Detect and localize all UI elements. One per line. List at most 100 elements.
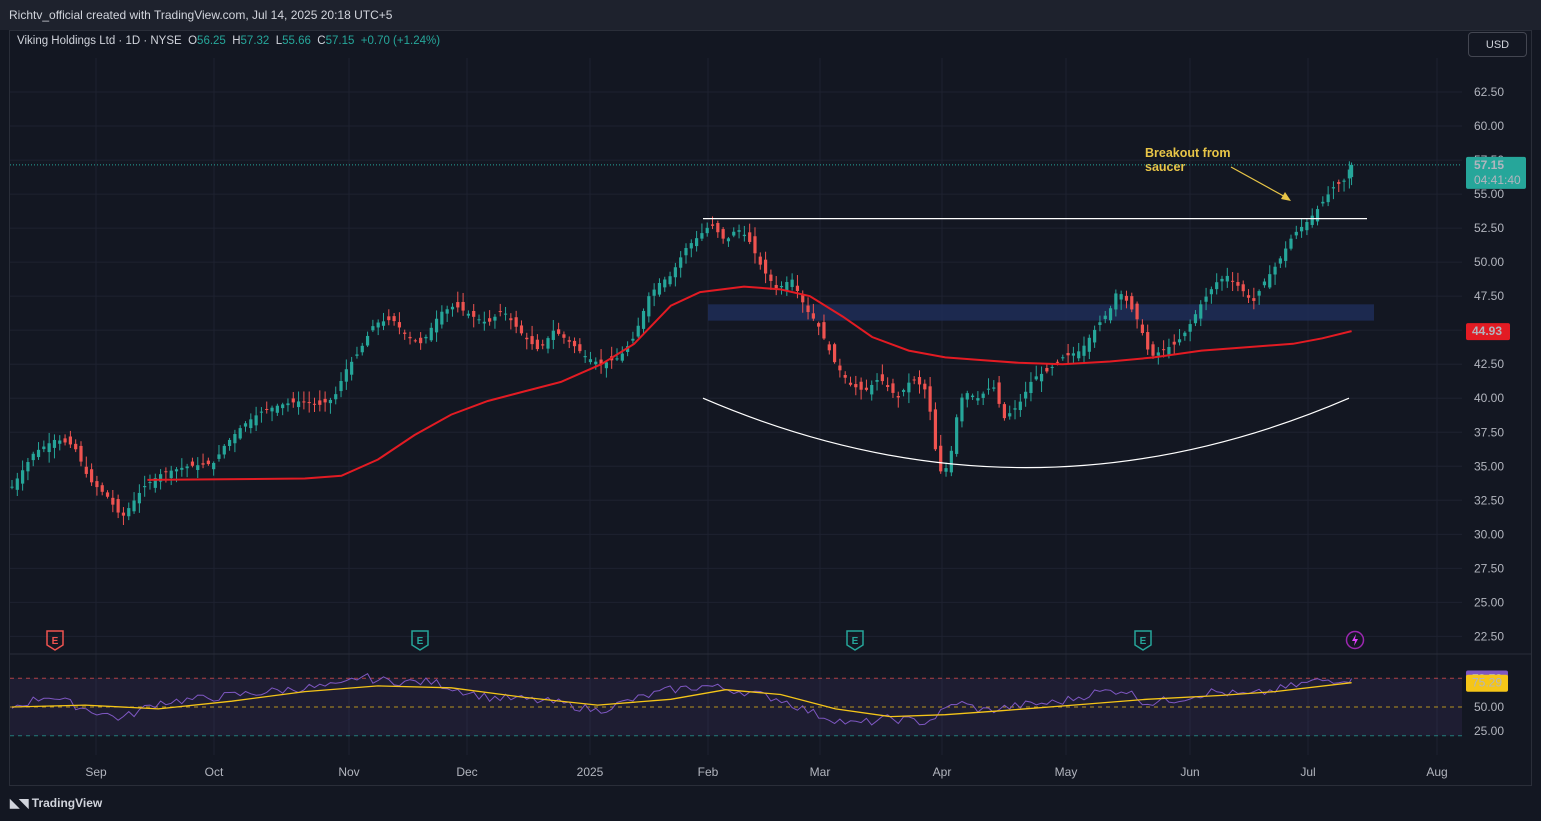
rsi-ma-value-tag xyxy=(1466,674,1508,692)
candle xyxy=(350,361,354,375)
saucer-curve xyxy=(702,397,1350,469)
tradingview-logo-icon: ◣◥ xyxy=(10,796,32,810)
candle xyxy=(1289,238,1293,249)
candle xyxy=(806,305,810,313)
candle xyxy=(482,321,486,324)
rsi-ma-line xyxy=(11,682,1352,718)
rsi-line xyxy=(11,673,1353,726)
change-value: +0.70 (+1.24%) xyxy=(360,35,441,47)
annotation-arrow-head xyxy=(1281,192,1291,201)
candle xyxy=(132,500,136,512)
price-tick-label: 37.50 xyxy=(1474,425,1504,439)
low-value: 55.66 xyxy=(282,35,311,47)
candle xyxy=(1225,275,1229,282)
candle xyxy=(1177,339,1182,343)
candle xyxy=(15,478,19,490)
countdown-value: 04:41:40 xyxy=(1474,173,1521,187)
candle xyxy=(1146,332,1150,350)
candle xyxy=(992,387,996,389)
candle xyxy=(1294,231,1298,236)
candle xyxy=(716,223,720,233)
candle xyxy=(1055,361,1060,363)
time-tick-label: Jul xyxy=(1300,765,1315,779)
candle xyxy=(594,361,598,365)
time-axis[interactable]: Sep Oct Nov Dec 2025 Feb Mar Apr May Jun Jul Aug xyxy=(85,765,1447,779)
open-label: O xyxy=(188,35,198,47)
candle xyxy=(689,243,693,249)
candle xyxy=(705,227,709,234)
candle xyxy=(95,481,99,488)
candle xyxy=(249,419,253,429)
candle xyxy=(519,325,524,334)
rsi-axis[interactable]: 50.00 25.00 xyxy=(1474,700,1504,738)
rsi-tick-label: 25.00 xyxy=(1474,724,1504,738)
candle xyxy=(939,445,943,472)
symbol-title[interactable]: Viking Holdings Ltd · 1D · NYSE xyxy=(17,35,182,47)
candle xyxy=(434,318,439,333)
candle xyxy=(854,384,858,388)
candle xyxy=(838,365,842,371)
candle xyxy=(79,445,83,462)
candle xyxy=(827,344,831,351)
candle xyxy=(212,462,216,470)
candle xyxy=(923,383,927,390)
candle xyxy=(647,296,651,317)
candle xyxy=(917,377,922,385)
candle xyxy=(742,234,746,237)
candle xyxy=(795,285,800,291)
candle xyxy=(546,338,550,349)
candle xyxy=(1183,332,1187,337)
candle xyxy=(955,417,959,454)
time-tick-label: Dec xyxy=(456,765,477,779)
price-tick-label: 40.00 xyxy=(1474,391,1504,405)
candle xyxy=(217,454,221,459)
candle xyxy=(296,401,301,408)
candle xyxy=(1236,282,1240,286)
candle xyxy=(344,369,348,382)
candle xyxy=(1119,294,1123,300)
candle xyxy=(620,353,624,361)
candle xyxy=(1071,353,1075,356)
candle xyxy=(599,359,603,365)
candle xyxy=(334,394,338,400)
candle xyxy=(52,439,57,448)
candle xyxy=(339,380,343,392)
candle xyxy=(843,374,847,378)
annotation-label-line1: Breakout from xyxy=(1145,146,1230,160)
time-tick-label: Jun xyxy=(1180,765,1199,779)
candle xyxy=(158,474,163,482)
candle xyxy=(912,379,916,381)
candle xyxy=(721,229,725,239)
candle xyxy=(631,338,635,341)
ma-price-value: 44.93 xyxy=(1472,324,1502,338)
currency-button[interactable]: USD xyxy=(1468,32,1527,57)
candle xyxy=(1162,349,1166,351)
candle xyxy=(174,469,179,472)
candle xyxy=(748,232,752,242)
candle xyxy=(355,354,359,356)
candle xyxy=(960,397,964,422)
candle xyxy=(557,329,561,334)
candle xyxy=(944,468,948,472)
high-label: H xyxy=(232,35,241,47)
candle xyxy=(1305,221,1309,231)
candle xyxy=(1066,353,1070,356)
price-tick-label: 50.00 xyxy=(1474,255,1504,269)
candle xyxy=(1337,182,1341,184)
earnings-letter-icon: E xyxy=(1140,636,1147,647)
candle xyxy=(413,340,417,342)
candle xyxy=(180,467,184,470)
candle xyxy=(583,356,587,358)
candle xyxy=(381,321,386,326)
candle xyxy=(127,508,131,517)
candle xyxy=(864,387,869,390)
lightning-icon xyxy=(1352,634,1358,646)
candle xyxy=(1029,381,1033,394)
candle xyxy=(424,336,428,339)
last-price-value: 57.15 xyxy=(1474,158,1504,172)
candle xyxy=(488,318,492,322)
candle xyxy=(291,398,295,403)
candle xyxy=(148,482,152,484)
candle xyxy=(753,236,757,254)
